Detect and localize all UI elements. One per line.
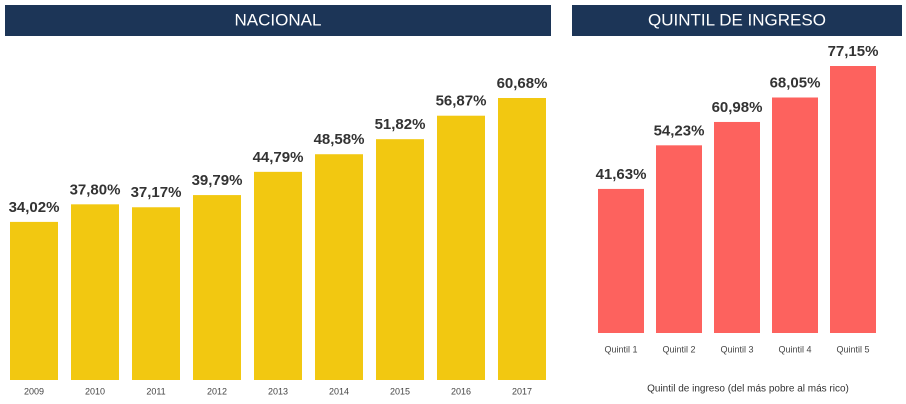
bar (598, 188, 644, 333)
bar (193, 195, 241, 380)
bar (656, 145, 702, 333)
bar (10, 221, 58, 380)
data-label: 68,05% (770, 74, 821, 91)
bar (132, 207, 180, 380)
data-label: 56,87% (436, 93, 487, 110)
data-label: 39,79% (192, 172, 243, 189)
x-tick-label: 2015 (390, 386, 410, 396)
data-label: 37,17% (131, 184, 182, 201)
x-tick-label: 2011 (146, 386, 165, 396)
x-axis-label: Quintil de ingreso (del más pobre al más… (647, 384, 849, 395)
data-label: 37,80% (70, 181, 121, 198)
data-label: 34,02% (9, 199, 60, 216)
x-tick-label: 2009 (24, 386, 44, 396)
panel-header (5, 5, 551, 36)
data-label: 77,15% (828, 43, 879, 60)
x-tick-label: Quintil 3 (720, 344, 753, 354)
x-tick-label: 2014 (329, 386, 349, 396)
data-label: 60,98% (712, 99, 763, 116)
data-label: 51,82% (375, 116, 426, 133)
x-tick-label: 2016 (451, 386, 471, 396)
data-label: 54,23% (654, 122, 705, 139)
x-tick-label: 2010 (85, 386, 105, 396)
chart-title: QUINTIL DE INGRESO (648, 10, 826, 29)
data-label: 48,58% (314, 131, 365, 148)
x-tick-label: Quintil 5 (836, 344, 869, 354)
bar (437, 115, 485, 380)
x-tick-label: Quintil 1 (604, 344, 637, 354)
panel-header (572, 5, 902, 36)
x-tick-label: 2013 (268, 386, 288, 396)
x-tick-label: Quintil 4 (778, 344, 811, 354)
data-label: 41,63% (596, 166, 647, 183)
x-tick-label: 2012 (207, 386, 227, 396)
bar (772, 97, 818, 333)
bar (376, 139, 424, 380)
x-tick-label: 2017 (512, 386, 532, 396)
bar (830, 66, 876, 333)
bar (498, 98, 546, 380)
data-label: 60,68% (497, 75, 548, 92)
chart-title: NACIONAL (235, 10, 322, 29)
data-label: 44,79% (253, 149, 304, 166)
bar (71, 204, 119, 380)
bar (315, 154, 363, 380)
x-tick-label: Quintil 2 (662, 344, 695, 354)
bar (254, 171, 302, 380)
bar (714, 121, 760, 333)
